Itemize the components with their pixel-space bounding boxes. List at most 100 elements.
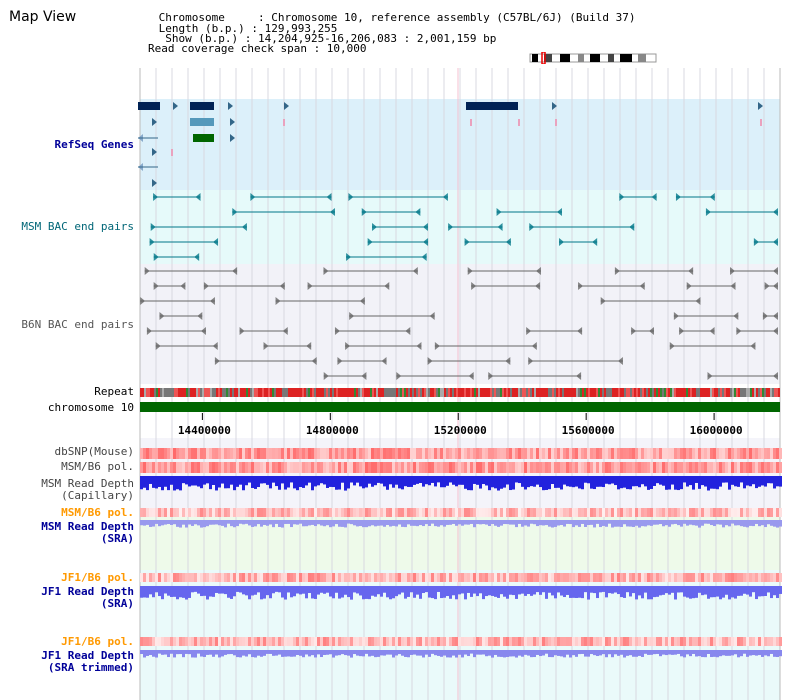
jf1-read-depth-sra-bar: [467, 586, 470, 593]
jf1-b6-pol-2-heat-cell: [458, 637, 461, 646]
msm-b6-pol-heat-cell: [431, 462, 434, 473]
jf1-b6-pol-2-heat-cell: [590, 637, 593, 646]
track-label-msm-read-depth-capillary[interactable]: MSM Read Depth (Capillary): [41, 477, 134, 502]
b6n-bac-pair-end: [384, 282, 390, 290]
repeat-segment: [204, 388, 206, 397]
jf1-b6-pol-2-heat-cell: [305, 637, 308, 646]
track-label-jf1-b6-pol[interactable]: JF1/B6 pol.: [61, 571, 134, 584]
jf1-read-depth-sra-bar: [335, 586, 338, 593]
jf1-b6-pol-2-heat-cell: [632, 637, 635, 646]
track-label-msm-read-depth-sra[interactable]: MSM Read Depth (SRA): [41, 520, 134, 545]
jf1-b6-pol-2-heat-cell: [665, 637, 668, 646]
msm-read-depth-cap-bar: [656, 476, 659, 484]
msm-bac-pair-end: [421, 253, 427, 261]
msm-b6-pol-2-heat-cell: [191, 508, 194, 517]
msm-read-depth-sra-bar: [470, 520, 473, 524]
jf1-b6-pol-2-heat-cell: [494, 637, 497, 646]
track-label-refseq-genes[interactable]: RefSeq Genes: [54, 138, 134, 151]
msm-b6-pol-2-heat-cell: [197, 508, 200, 517]
track-label-b6n-bac[interactable]: B6N BAC end pairs: [21, 318, 134, 331]
jf1-b6-pol-heat-cell: [407, 573, 410, 582]
track-label-msm-b6-pol-2[interactable]: MSM/B6 pol.: [61, 506, 134, 519]
msm-read-depth-sra-bar: [152, 520, 155, 527]
msm-read-depth-cap-bar: [203, 476, 206, 485]
jf1-b6-pol-2-heat-cell: [650, 637, 653, 646]
msm-b6-pol-2-heat-cell: [434, 508, 437, 517]
msm-read-depth-sra-bar: [437, 520, 440, 527]
msm-read-depth-sra-bar: [560, 520, 563, 526]
msm-b6-pol-2-heat-cell: [578, 508, 581, 517]
track-label-msm-b6-pol[interactable]: MSM/B6 pol.: [61, 460, 134, 473]
msm-read-depth-sra-bar: [626, 520, 629, 527]
jf1-b6-pol-heat-cell: [620, 573, 623, 582]
jf1-read-depth-sra-bar: [632, 586, 635, 594]
b6n-bac-pair-end: [429, 312, 435, 320]
dbsnp-heat-cell: [167, 448, 170, 459]
msm-read-depth-cap-bar: [530, 476, 533, 487]
jf1-b6-pol-2-heat-cell: [413, 637, 416, 646]
msm-b6-pol-2-heat-cell: [698, 508, 701, 517]
jf1-read-depth-sra-bar: [182, 586, 185, 598]
jf1-read-depth-sra-bar: [191, 586, 194, 593]
msm-b6-pol-heat-cell: [239, 462, 242, 473]
msm-b6-pol-heat-cell: [578, 462, 581, 473]
jf1-read-depth-trim-bar: [416, 650, 419, 656]
msm-b6-pol-heat-cell: [395, 462, 398, 473]
msm-read-depth-cap-bar: [701, 476, 704, 486]
msm-read-depth-sra-bar: [536, 520, 539, 527]
jf1-b6-pol-2-heat-cell: [344, 637, 347, 646]
dbsnp-heat-cell: [776, 448, 779, 459]
msm-b6-pol-heat-cell: [260, 462, 263, 473]
dbsnp-heat-cell: [287, 448, 290, 459]
chromosome-ideogram[interactable]: [528, 52, 660, 64]
jf1-read-depth-trim-bar: [236, 650, 239, 658]
msm-bac-pair-end: [153, 193, 159, 201]
msm-b6-pol-heat-cell: [542, 462, 545, 473]
track-label-msm-bac[interactable]: MSM BAC end pairs: [21, 220, 134, 233]
jf1-b6-pol-heat-cell: [683, 573, 686, 582]
track-label-jf1-b6-pol-2[interactable]: JF1/B6 pol.: [61, 635, 134, 648]
jf1-read-depth-trim-bar: [632, 650, 635, 657]
msm-read-depth-cap-bar: [761, 476, 764, 486]
jf1-b6-pol-2-heat-cell: [233, 637, 236, 646]
jf1-b6-pol-heat-cell: [623, 573, 626, 582]
msm-read-depth-sra-bar: [578, 520, 581, 527]
jf1-b6-pol-2-heat-cell: [353, 637, 356, 646]
track-label-jf1-read-depth-sra[interactable]: JF1 Read Depth (SRA): [41, 585, 134, 610]
msm-read-depth-sra-bar: [398, 520, 401, 525]
repeat-segment: [168, 388, 170, 397]
msm-b6-pol-2-heat-cell: [719, 508, 722, 517]
repeat-segment: [378, 388, 380, 397]
msm-read-depth-cap-bar: [407, 476, 410, 487]
axis-tick-label: 14400000: [178, 424, 231, 437]
jf1-b6-pol-2-heat-cell: [731, 637, 734, 646]
msm-read-depth-sra-bar: [218, 520, 221, 526]
track-label-dbsnp[interactable]: dbSNP(Mouse): [54, 445, 134, 458]
repeat-segment: [678, 388, 680, 397]
repeat-segment: [260, 388, 262, 397]
jf1-b6-pol-2-heat-cell: [377, 637, 380, 646]
jf1-read-depth-trim-bar: [425, 650, 428, 655]
msm-b6-pol-heat-cell: [443, 462, 446, 473]
msm-read-depth-sra-bar: [227, 520, 230, 524]
track-label-jf1-read-depth-trimmed[interactable]: JF1 Read Depth (SRA trimmed): [41, 649, 134, 674]
jf1-read-depth-sra-bar: [341, 586, 344, 598]
msm-b6-pol-heat-cell: [599, 462, 602, 473]
dbsnp-heat-cell: [248, 448, 251, 459]
msm-b6-pol-heat-cell: [179, 462, 182, 473]
repeat-segment: [398, 388, 400, 397]
dbsnp-heat-cell: [455, 448, 458, 459]
repeat-segment: [706, 388, 708, 397]
jf1-read-depth-sra-bar: [722, 586, 725, 598]
msm-read-depth-sra-bar: [413, 520, 416, 526]
dbsnp-heat-cell: [530, 448, 533, 459]
msm-b6-pol-2-heat-cell: [704, 508, 707, 517]
repeat-segment: [396, 388, 398, 397]
jf1-b6-pol-2-heat-cell: [149, 637, 152, 646]
msm-b6-pol-heat-cell: [290, 462, 293, 473]
msm-read-depth-sra-bar: [653, 520, 656, 525]
jf1-read-depth-trim-bar: [671, 650, 674, 655]
repeat-segment: [776, 388, 778, 397]
msm-b6-pol-2-heat-cell: [455, 508, 458, 517]
